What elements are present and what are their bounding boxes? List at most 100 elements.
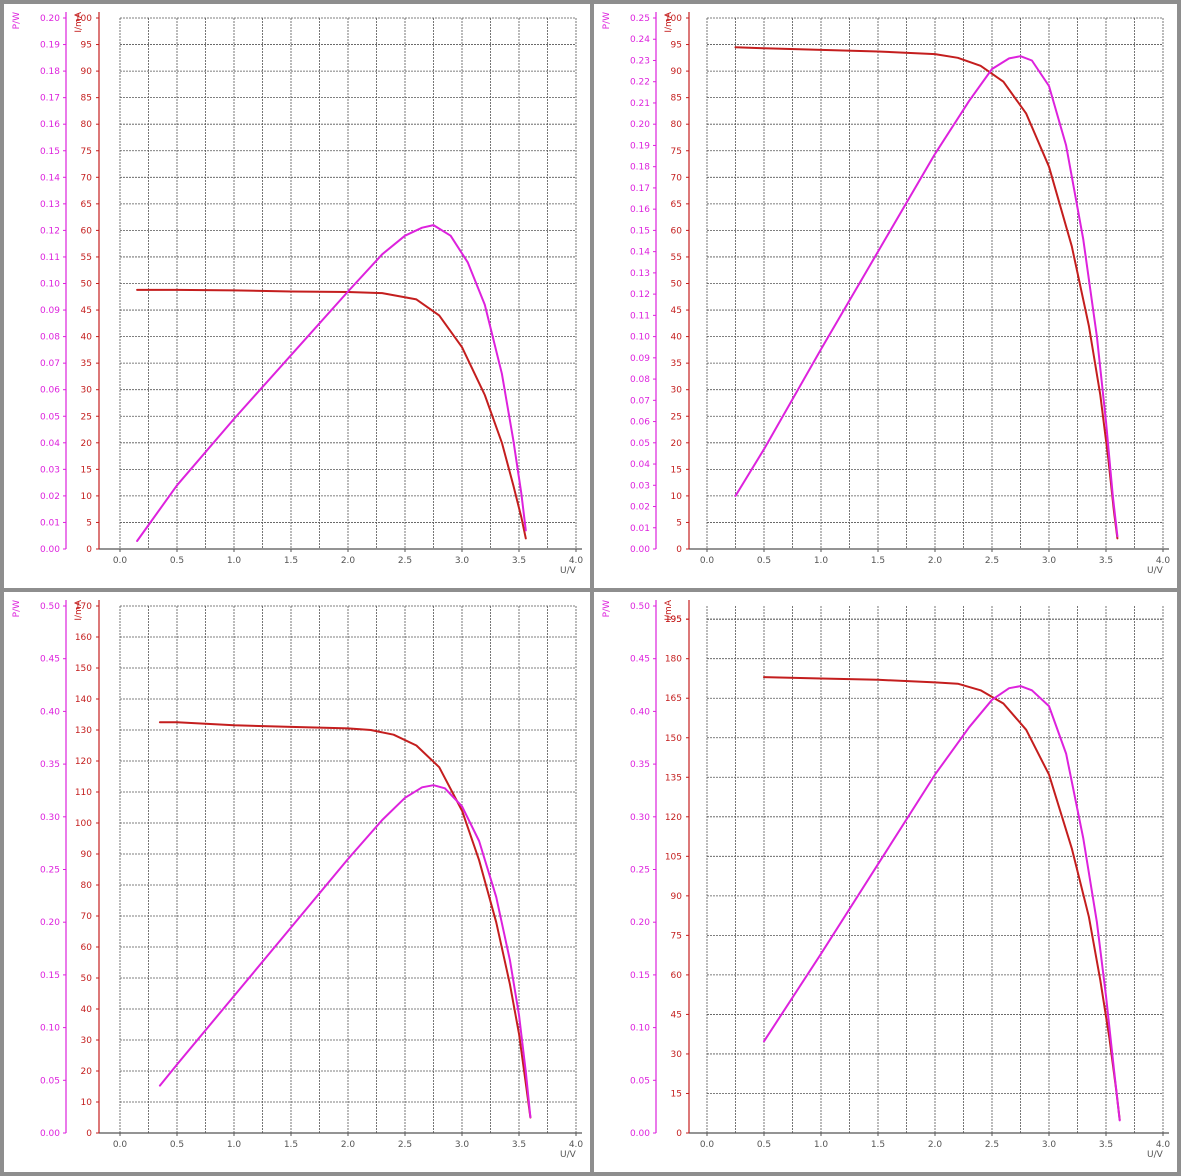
current-tick-label: 85 bbox=[671, 94, 682, 104]
current-tick-label: 10 bbox=[81, 492, 93, 502]
current-tick-label: 130 bbox=[75, 726, 92, 736]
current-tick-label: 10 bbox=[81, 1098, 93, 1108]
power-tick-label: 0.10 bbox=[630, 1024, 650, 1034]
current-tick-label: 70 bbox=[81, 912, 93, 922]
current-tick-label: 5 bbox=[86, 518, 92, 528]
power-axis-title: P/W bbox=[602, 12, 612, 29]
voltage-tick-label: 1.0 bbox=[227, 556, 242, 566]
power-tick-label: 0.20 bbox=[630, 918, 650, 928]
current-curve bbox=[763, 676, 1121, 1121]
power-tick-label: 0.07 bbox=[630, 396, 650, 406]
voltage-tick-label: 1.5 bbox=[871, 556, 885, 566]
power-axis-title: P/W bbox=[12, 600, 22, 617]
power-tick-label: 0.12 bbox=[630, 290, 650, 300]
current-tick-label: 75 bbox=[671, 147, 682, 157]
current-tick-label: 60 bbox=[81, 226, 93, 236]
power-tick-label: 0.01 bbox=[630, 524, 650, 534]
voltage-tick-label: 2.5 bbox=[398, 1140, 412, 1150]
current-tick-label: 20 bbox=[81, 1067, 93, 1077]
current-tick-label: 30 bbox=[81, 386, 93, 396]
voltage-tick-label: 3.0 bbox=[1042, 556, 1057, 566]
voltage-tick-label: 2.5 bbox=[985, 556, 999, 566]
chart-panel-top-right: P/W I/mA 0.00 0.01 0.02 0.03 0.04 0.05 0.06 0.07 0… bbox=[594, 4, 1177, 588]
current-tick-label: 165 bbox=[665, 694, 682, 704]
voltage-tick-label: 0.0 bbox=[113, 556, 128, 566]
power-tick-label: 0.02 bbox=[40, 492, 60, 502]
power-axis-title: P/W bbox=[602, 600, 612, 617]
power-tick-label: 0.09 bbox=[630, 354, 650, 364]
power-tick-label: 0.35 bbox=[40, 760, 60, 770]
voltage-tick-label: 2.5 bbox=[985, 1140, 999, 1150]
power-tick-label: 0.08 bbox=[40, 333, 60, 343]
power-tick-label: 0.03 bbox=[630, 481, 650, 491]
voltage-tick-label: 4.0 bbox=[569, 1140, 584, 1150]
voltage-tick-label: 3.0 bbox=[455, 1140, 470, 1150]
voltage-tick-label: 1.5 bbox=[284, 1140, 298, 1150]
power-tick-label: 0.09 bbox=[40, 306, 60, 316]
current-tick-label: 15 bbox=[671, 465, 682, 475]
power-tick-label: 0.06 bbox=[40, 386, 60, 396]
voltage-tick-label: 4.0 bbox=[569, 556, 584, 566]
current-tick-label: 50 bbox=[671, 280, 683, 290]
power-tick-label: 0.50 bbox=[630, 602, 650, 612]
voltage-tick-label: 3.5 bbox=[1099, 1140, 1113, 1150]
power-tick-label: 0.01 bbox=[40, 518, 60, 528]
power-tick-label: 0.25 bbox=[40, 866, 60, 876]
power-curve bbox=[136, 224, 527, 542]
power-tick-label: 0.15 bbox=[630, 971, 650, 981]
power-tick-label: 0.25 bbox=[630, 866, 650, 876]
current-tick-label: 55 bbox=[671, 253, 682, 263]
current-tick-label: 40 bbox=[671, 333, 683, 343]
power-tick-label: 0.04 bbox=[40, 439, 60, 449]
power-tick-label: 0.30 bbox=[40, 813, 60, 823]
current-tick-label: 120 bbox=[665, 813, 682, 823]
current-tick-label: 75 bbox=[81, 147, 92, 157]
voltage-tick-label: 2.0 bbox=[341, 1140, 356, 1150]
iv-chart-2: P/W I/mA0.000.010.020.030.040.050.060.070… bbox=[602, 11, 1170, 576]
current-tick-label: 30 bbox=[671, 386, 683, 396]
power-tick-label: 0.10 bbox=[630, 333, 650, 343]
power-tick-label: 0.02 bbox=[630, 503, 650, 513]
grid-lines bbox=[706, 17, 1164, 550]
voltage-axis-title: U/V bbox=[1147, 566, 1164, 576]
power-tick-label: 0.40 bbox=[40, 707, 60, 717]
current-tick-label: 90 bbox=[81, 850, 93, 860]
power-tick-label: 0.17 bbox=[630, 184, 650, 194]
power-tick-label: 0.05 bbox=[630, 1076, 650, 1086]
current-tick-label: 90 bbox=[671, 892, 683, 902]
current-tick-label: 120 bbox=[75, 757, 92, 767]
current-tick-label: 40 bbox=[81, 1005, 93, 1015]
current-tick-label: 50 bbox=[81, 280, 93, 290]
iv-chart-1: P/W I/mA0.000.010.020.030.040.050.060.070… bbox=[12, 11, 584, 576]
power-tick-label: 0.45 bbox=[630, 655, 650, 665]
current-tick-label: 40 bbox=[81, 333, 93, 343]
voltage-tick-label: 4.0 bbox=[1156, 1140, 1171, 1150]
power-tick-label: 0.13 bbox=[40, 200, 60, 210]
power-tick-label: 0.12 bbox=[40, 226, 60, 236]
current-tick-label: 80 bbox=[81, 881, 93, 891]
current-tick-label: 90 bbox=[81, 67, 93, 77]
current-tick-label: 0 bbox=[676, 545, 682, 555]
power-tick-label: 0.10 bbox=[40, 1024, 60, 1034]
current-tick-label: 60 bbox=[81, 943, 93, 953]
power-tick-label: 0.19 bbox=[630, 141, 650, 151]
power-tick-label: 0.05 bbox=[630, 439, 650, 449]
power-curve bbox=[158, 784, 532, 1119]
power-tick-label: 0.18 bbox=[630, 163, 650, 173]
power-tick-label: 0.17 bbox=[40, 94, 60, 104]
power-tick-label: 0.14 bbox=[40, 173, 60, 183]
voltage-tick-label: 2.0 bbox=[341, 556, 356, 566]
current-tick-label: 70 bbox=[671, 173, 683, 183]
chart-panel-top-left: P/W I/mA 0.00 0.01 0.02 0.03 0.04 0.05 0.06 0.07 0… bbox=[4, 4, 590, 588]
current-tick-label: 45 bbox=[81, 306, 92, 316]
grid-lines bbox=[119, 17, 577, 550]
voltage-tick-label: 0.0 bbox=[113, 1140, 128, 1150]
current-tick-label: 95 bbox=[81, 41, 92, 51]
power-tick-label: 0.00 bbox=[40, 1129, 60, 1139]
power-tick-label: 0.07 bbox=[40, 359, 60, 369]
current-tick-label: 65 bbox=[671, 200, 682, 210]
iv-chart-4: P/W I/mA0.000.050.100.150.200.250.300.350… bbox=[602, 599, 1171, 1160]
current-tick-label: 110 bbox=[75, 788, 92, 798]
current-tick-label: 150 bbox=[665, 734, 682, 744]
